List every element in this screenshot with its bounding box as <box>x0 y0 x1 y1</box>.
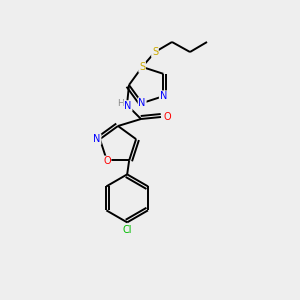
Text: O: O <box>103 156 111 167</box>
Text: N: N <box>93 134 100 144</box>
Text: N: N <box>124 101 132 111</box>
Text: S: S <box>139 62 145 72</box>
Text: S: S <box>152 47 158 57</box>
Text: N: N <box>160 91 167 101</box>
Text: H: H <box>118 100 124 109</box>
Text: N: N <box>138 98 146 108</box>
Text: Cl: Cl <box>122 225 132 236</box>
Text: O: O <box>163 112 171 122</box>
